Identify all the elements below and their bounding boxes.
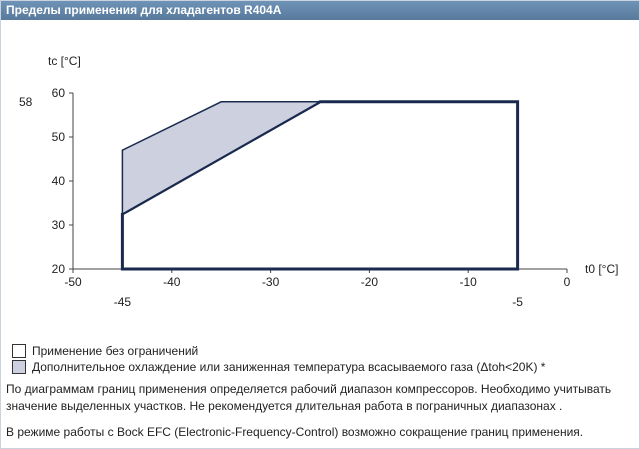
- legend-label-additional-cooling: Дополнительное охлаждение или заниженная…: [32, 360, 546, 374]
- y-boundary-label: 58: [19, 95, 33, 109]
- chart-areas: [120, 100, 520, 271]
- x-tick-label: 0: [564, 275, 571, 289]
- x-tick-label: -50: [64, 275, 82, 289]
- x-tick-label: -20: [361, 275, 379, 289]
- y-tick-label: 30: [52, 218, 66, 232]
- y-axis-label: tc [°C]: [48, 54, 81, 68]
- x-boundary-label: -5: [512, 295, 523, 309]
- legend-item-unrestricted: Применение без ограничений: [12, 343, 198, 359]
- panel-header-title: Пределы применения для хладагентов R404A: [1, 1, 639, 20]
- legend-label-unrestricted: Применение без ограничений: [32, 344, 199, 358]
- note-operating-range: По диаграммам границ применения определя…: [6, 382, 612, 413]
- area-additional-cooling: [121, 101, 323, 216]
- x-axis-label: t0 [°C]: [585, 262, 618, 276]
- legend-swatch-additional-cooling: [12, 360, 26, 374]
- note-efc: В режиме работы с Bock EFC (Electronic-F…: [6, 425, 584, 439]
- area-unrestricted: [120, 100, 520, 271]
- y-tick-label: 50: [52, 130, 66, 144]
- application-limits-chart: -50 -40 -30 -20 -10 0 20 30 40 50 60 -45 -5 58 tc [°C…: [19, 54, 618, 309]
- x-tick-label: -40: [163, 275, 181, 289]
- y-tick-label: 40: [52, 174, 66, 188]
- legend-item-additional-cooling: Дополнительное охлаждение или заниженная…: [12, 359, 545, 375]
- y-tick-label: 60: [52, 86, 66, 100]
- legend-swatch-unrestricted: [12, 344, 26, 358]
- x-boundary-label: -45: [114, 295, 132, 309]
- y-tick-label: 20: [52, 262, 66, 276]
- x-tick-label: -10: [460, 275, 478, 289]
- x-tick-label: -30: [262, 275, 280, 289]
- axis-ticks: -50 -40 -30 -20 -10 0 20 30 40 50 60 -45 -5 58: [19, 86, 571, 309]
